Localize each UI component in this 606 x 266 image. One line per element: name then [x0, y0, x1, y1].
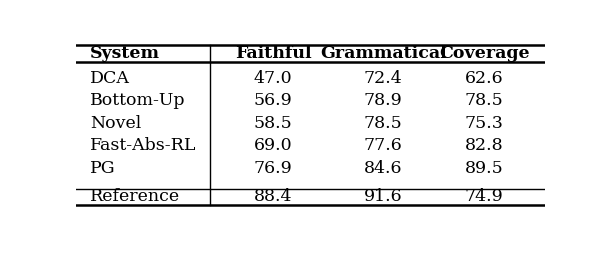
- Text: 78.9: 78.9: [364, 92, 403, 109]
- Text: 76.9: 76.9: [254, 160, 292, 177]
- Text: 91.6: 91.6: [364, 188, 402, 205]
- Text: 69.0: 69.0: [254, 137, 292, 154]
- Text: 58.5: 58.5: [254, 115, 292, 132]
- Text: PG: PG: [90, 160, 116, 177]
- Text: 78.5: 78.5: [465, 92, 504, 109]
- Text: Faithful: Faithful: [235, 45, 311, 62]
- Text: 84.6: 84.6: [364, 160, 402, 177]
- Text: 77.6: 77.6: [364, 137, 403, 154]
- Text: Reference: Reference: [90, 188, 180, 205]
- Text: Novel: Novel: [90, 115, 141, 132]
- Text: 47.0: 47.0: [254, 69, 292, 86]
- Text: Coverage: Coverage: [439, 45, 530, 62]
- Text: 56.9: 56.9: [254, 92, 292, 109]
- Text: DCA: DCA: [90, 69, 130, 86]
- Text: 75.3: 75.3: [465, 115, 504, 132]
- Text: 62.6: 62.6: [465, 69, 504, 86]
- Text: 72.4: 72.4: [364, 69, 403, 86]
- Text: 89.5: 89.5: [465, 160, 504, 177]
- Text: 74.9: 74.9: [465, 188, 504, 205]
- Text: 88.4: 88.4: [254, 188, 292, 205]
- Text: Grammatical: Grammatical: [320, 45, 447, 62]
- Text: 78.5: 78.5: [364, 115, 403, 132]
- Text: 82.8: 82.8: [465, 137, 504, 154]
- Text: Bottom-Up: Bottom-Up: [90, 92, 185, 109]
- Text: System: System: [90, 45, 160, 62]
- Text: Fast-Abs-RL: Fast-Abs-RL: [90, 137, 196, 154]
